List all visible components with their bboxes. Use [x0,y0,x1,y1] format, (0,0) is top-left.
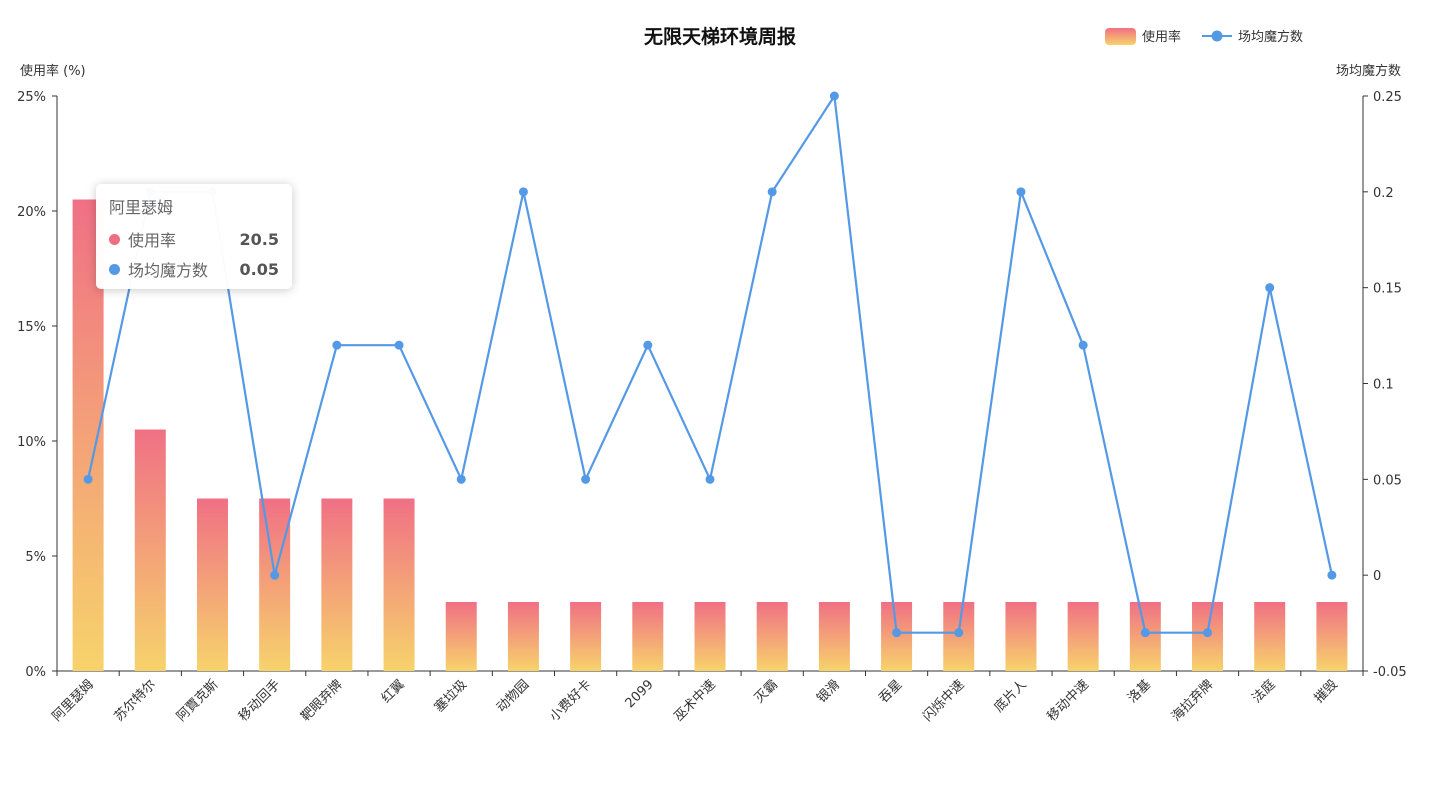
x-tick-label: 海拉弃牌 [1168,677,1216,725]
x-tick-label: 动物园 [494,677,532,715]
tooltip: 阿里瑟姆 使用率 20.5 场均魔方数 0.05 [96,184,292,289]
legend-line-marker[interactable] [1211,30,1223,42]
line-point [1327,570,1337,580]
bar [134,429,166,671]
x-tick-label: 红翼 [378,677,408,707]
tooltip-usage-name: 使用率 [128,231,177,250]
line-point [332,340,342,350]
line-point [767,187,777,197]
line-point [1203,628,1213,638]
right-tick-label: 0.1 [1373,378,1394,393]
line-point [518,187,528,197]
tooltip-cubes-name: 场均魔方数 [128,261,209,280]
line-point [1016,187,1026,197]
x-tick-label: 2099 [623,677,657,711]
bar [756,602,788,671]
line-point [270,570,280,580]
line-point [954,628,964,638]
legend-bar-swatch[interactable] [1105,28,1136,45]
x-tick-label: 阿賈克斯 [174,677,221,724]
line-point [643,340,653,350]
right-tick-label: 0.2 [1373,186,1394,201]
x-tick-label: 洛基 [1125,677,1154,706]
bar [632,602,664,671]
tooltip-title: 阿里瑟姆 [109,198,174,217]
legend-line-label[interactable]: 场均魔方数 [1238,29,1303,45]
bar [383,498,415,671]
x-tick-label: 阿里瑟姆 [50,677,97,724]
tooltip-row-usage: 使用率 20.5 [109,224,279,254]
left-tick-label: 20% [17,205,46,220]
x-tick-label: 灭霸 [752,677,781,706]
left-tick-label: 5% [25,550,46,565]
x-tick-label: 塞垃圾 [431,677,470,716]
line-point [394,340,404,350]
bar [1005,602,1037,671]
chart-title: 无限天梯环境周报 [644,25,796,48]
x-tick-label: 摧毁 [1312,677,1341,706]
left-tick-label: 0% [25,665,46,680]
right-tick-label: 0 [1373,569,1381,584]
x-tick-label: 底片人 [991,677,1030,716]
x-tick-label: 苏尔特尔 [111,677,159,725]
left-tick-label: 10% [17,435,46,450]
tooltip-usage-value: 20.5 [239,229,279,249]
x-tick-label: 闪烁中速 [920,677,967,724]
legend-bar-label[interactable]: 使用率 [1142,29,1181,45]
x-tick-label: 移动回手 [236,677,283,724]
bar [1067,602,1099,671]
left-axis-name: 使用率 (%) [20,63,86,79]
left-tick-label: 25% [17,90,46,105]
line-point [829,91,839,101]
right-axis-name: 场均魔方数 [1336,63,1401,79]
line-point [581,474,591,484]
tooltip-usage-dot [109,233,120,245]
line-point [1265,283,1275,293]
bar [196,498,228,671]
x-tick-label: 移动中速 [1045,677,1092,724]
x-tick-label: 银滑 [814,677,843,706]
line-point [705,474,715,484]
bar [694,602,726,671]
bar [507,602,539,671]
line-point [456,474,466,484]
tooltip-cubes-dot [109,263,120,275]
line-point [1078,340,1088,350]
right-tick-label: -0.05 [1373,665,1407,680]
x-tick-label: 巫术中速 [671,677,718,724]
bar [1254,602,1286,671]
line-point [83,474,93,484]
tooltip-cubes-value: 0.05 [239,259,279,279]
bar [570,602,602,671]
left-tick-label: 15% [17,320,46,335]
x-tick-label: 小费好卡 [547,677,594,724]
line-point [1140,628,1150,638]
bar [321,498,353,671]
bar [1316,602,1348,671]
tooltip-row-cubes: 场均魔方数 0.05 [109,254,279,284]
x-tick-label: 靶眼弃牌 [298,677,346,725]
bar [818,602,850,671]
legend[interactable]: 使用率 场均魔方数 [1105,28,1303,45]
x-tick-label: 法庭 [1249,677,1279,707]
right-tick-label: 0.25 [1373,90,1402,105]
line-point [892,628,902,638]
right-tick-label: 0.05 [1373,473,1402,488]
bar [259,498,291,671]
x-tick-label: 吞星 [876,677,905,706]
right-tick-label: 0.15 [1373,282,1402,297]
bar [445,602,477,671]
